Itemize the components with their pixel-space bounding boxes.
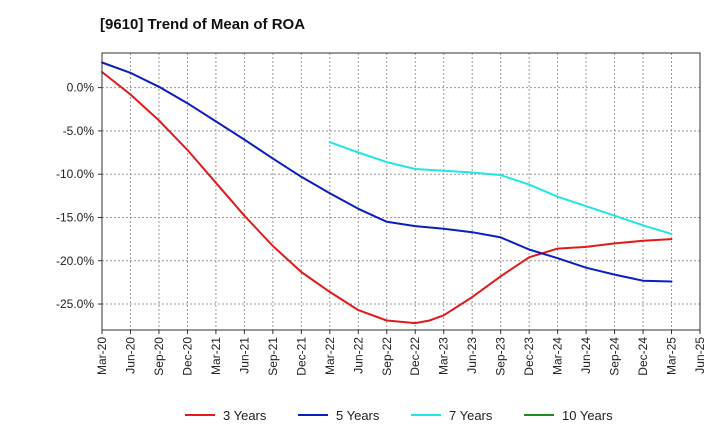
x-tick-label: Dec-22 bbox=[408, 337, 422, 376]
y-tick-label: -15.0% bbox=[56, 210, 94, 224]
y-tick-label: -10.0% bbox=[56, 167, 94, 181]
series-layer bbox=[101, 61, 673, 325]
x-tick-label: Dec-24 bbox=[636, 337, 650, 376]
series-line-7-years bbox=[328, 141, 673, 235]
y-axis-ticks: 0.0% -5.0% -10.0% -15.0% -20.0% -25.0% bbox=[56, 81, 102, 311]
y-tick-label: -20.0% bbox=[56, 254, 94, 268]
x-tick-label: Mar-25 bbox=[665, 337, 679, 375]
x-tick-label: Mar-21 bbox=[209, 337, 223, 375]
plot-area-background bbox=[102, 53, 700, 330]
x-tick-label: Jun-22 bbox=[351, 337, 365, 374]
legend-label-5-years: 5 Years bbox=[336, 408, 380, 423]
x-tick-label: Jun-21 bbox=[237, 337, 251, 374]
series-line-3-years bbox=[101, 71, 673, 325]
plot-area-border bbox=[101, 52, 701, 331]
x-tick-label: Mar-23 bbox=[437, 337, 451, 375]
x-tick-label: Jun-23 bbox=[465, 337, 479, 374]
x-tick-label: Sep-24 bbox=[608, 337, 622, 376]
x-tick-label: Sep-22 bbox=[380, 337, 394, 376]
y-tick-label: -5.0% bbox=[63, 124, 95, 138]
x-tick-label: Jun-20 bbox=[123, 337, 137, 374]
x-tick-label: Mar-20 bbox=[95, 337, 109, 375]
x-tick-label: Sep-21 bbox=[266, 337, 280, 376]
y-tick-label: 0.0% bbox=[67, 81, 95, 95]
x-tick-label: Jun-24 bbox=[579, 337, 593, 374]
x-axis-ticks: Mar-20 Jun-20 Sep-20 Dec-20 Mar-21 Jun-21 Sep-… bbox=[95, 330, 707, 376]
series-line-5-years bbox=[101, 61, 673, 283]
legend: 3 Years 5 Years 7 Years 10 Years bbox=[185, 408, 613, 423]
x-tick-label: Dec-23 bbox=[522, 337, 536, 376]
x-tick-label: Sep-23 bbox=[494, 337, 508, 376]
y-tick-label: -25.0% bbox=[56, 297, 94, 311]
legend-label-10-years: 10 Years bbox=[562, 408, 613, 423]
x-tick-label: Dec-20 bbox=[180, 337, 194, 376]
x-tick-label: Sep-20 bbox=[152, 337, 166, 376]
legend-label-3-years: 3 Years bbox=[223, 408, 267, 423]
x-tick-label: Mar-24 bbox=[551, 337, 565, 375]
chart-title: [9610] Trend of Mean of ROA bbox=[100, 16, 306, 33]
legend-label-7-years: 7 Years bbox=[449, 408, 493, 423]
x-tick-label: Dec-21 bbox=[294, 337, 308, 376]
x-tick-label: Jun-25 bbox=[693, 337, 707, 374]
x-tick-label: Mar-22 bbox=[323, 337, 337, 375]
